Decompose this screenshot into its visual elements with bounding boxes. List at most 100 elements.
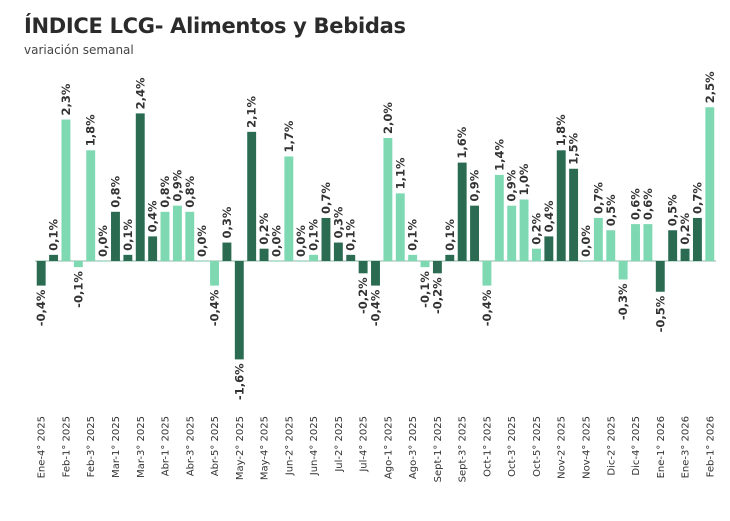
data-label: 0,9%	[505, 169, 519, 201]
x-tick-label: May-4° 2025	[260, 416, 271, 480]
bar	[643, 224, 653, 261]
data-label: 0,8%	[108, 175, 122, 207]
x-tick-label: Mar-1° 2025	[111, 416, 122, 478]
x-tick-label: Abr-3° 2025	[185, 416, 196, 476]
data-label: 0,7%	[591, 182, 605, 214]
bar	[321, 217, 331, 261]
bar	[247, 131, 257, 261]
data-label: 1,4%	[492, 139, 506, 171]
x-tick-label: Ene-1° 2026	[656, 416, 667, 478]
data-label: 0,1%	[443, 218, 457, 250]
chart-title: ÍNDICE LCG- Alimentos y Bebidas	[24, 14, 406, 38]
data-label: 0,8%	[183, 175, 197, 207]
data-label: 0,8%	[158, 175, 172, 207]
x-tick-label: Sept-1° 2025	[433, 416, 444, 482]
data-label: 2,3%	[59, 83, 73, 115]
data-label: 1,6%	[455, 126, 469, 158]
data-label: 2,0%	[381, 102, 395, 134]
bar	[271, 261, 281, 262]
bar	[160, 211, 170, 261]
data-label: -0,1%	[71, 271, 85, 308]
bar	[544, 236, 554, 261]
data-label: 0,1%	[47, 218, 61, 250]
data-label: 0,6%	[629, 188, 643, 220]
data-label: -0,2%	[356, 277, 370, 314]
bar	[631, 224, 640, 261]
x-tick-label: Abr-5° 2025	[210, 416, 221, 476]
data-label: 0,5%	[604, 194, 618, 226]
data-label: 0,0%	[195, 225, 209, 257]
bar	[432, 261, 442, 274]
data-label: 1,8%	[554, 114, 568, 146]
bar	[606, 230, 616, 261]
chart-subtitle: variación semanal	[24, 43, 134, 57]
bar	[284, 156, 294, 261]
bar	[532, 248, 541, 261]
data-label: 2,4%	[133, 77, 147, 109]
bar	[111, 211, 120, 261]
data-label: 2,1%	[245, 95, 259, 127]
data-label: -0,4%	[369, 289, 383, 326]
x-tick-label: Nov-2° 2025	[557, 416, 568, 479]
bar	[309, 254, 319, 261]
x-tick-label: Mar-3° 2025	[136, 416, 147, 478]
bar	[148, 236, 158, 261]
data-label: 0,4%	[146, 200, 160, 232]
bar	[259, 248, 269, 261]
data-label: 0,0%	[269, 225, 283, 257]
data-label: -0,3%	[616, 283, 630, 320]
bar	[705, 107, 715, 261]
bar	[383, 138, 393, 261]
bar	[581, 261, 591, 262]
bar	[333, 242, 343, 261]
bar	[135, 113, 145, 262]
bar	[692, 217, 702, 261]
x-tick-label: Jul-2° 2025	[334, 416, 345, 473]
data-label: 1,1%	[393, 157, 407, 189]
bar	[358, 261, 368, 274]
data-label: -1,6%	[232, 363, 246, 400]
x-tick-label: Abr-1° 2025	[161, 416, 172, 476]
data-label: -0,2%	[430, 277, 444, 314]
data-label: 1,0%	[517, 163, 531, 195]
bar	[222, 242, 232, 261]
data-label: 0,0%	[96, 225, 110, 257]
bar	[123, 254, 133, 261]
bar	[593, 217, 603, 261]
data-label: 0,0%	[294, 225, 308, 257]
bar	[185, 211, 195, 261]
bar	[556, 150, 566, 261]
data-label: -0,4%	[480, 289, 494, 326]
data-label: 1,8%	[84, 114, 98, 146]
bar	[296, 261, 306, 262]
bar	[61, 119, 71, 261]
data-label: 0,1%	[344, 218, 358, 250]
x-tick-label: Feb-1° 2026	[705, 416, 716, 477]
bar	[371, 261, 380, 286]
data-label: -0,4%	[208, 289, 222, 326]
bar	[457, 162, 467, 261]
data-label: 0,1%	[121, 218, 135, 250]
bar	[420, 261, 430, 268]
bar	[668, 230, 678, 261]
x-tick-label: Ene-4° 2025	[37, 416, 48, 478]
bar	[172, 205, 182, 261]
bar	[445, 254, 455, 261]
data-label: -0,5%	[653, 295, 667, 332]
x-tick-label: Oct-1° 2025	[482, 416, 493, 477]
x-tick-label: Sept-3° 2025	[458, 416, 469, 482]
data-label: 0,2%	[257, 212, 271, 244]
bar	[197, 261, 207, 262]
x-tick-label: Feb-3° 2025	[86, 416, 97, 477]
x-tick-label: Dic-4° 2025	[631, 416, 642, 476]
bar	[618, 261, 628, 280]
data-label: 0,5%	[666, 194, 680, 226]
bar	[98, 261, 108, 262]
x-tick-label: Oct-3° 2025	[507, 416, 518, 477]
data-label: 0,2%	[529, 212, 543, 244]
data-label: 0,3%	[220, 206, 234, 238]
x-tick-label: Jun-4° 2025	[309, 416, 320, 476]
x-tick-label: Jun-2° 2025	[284, 416, 295, 476]
bar	[470, 205, 480, 261]
